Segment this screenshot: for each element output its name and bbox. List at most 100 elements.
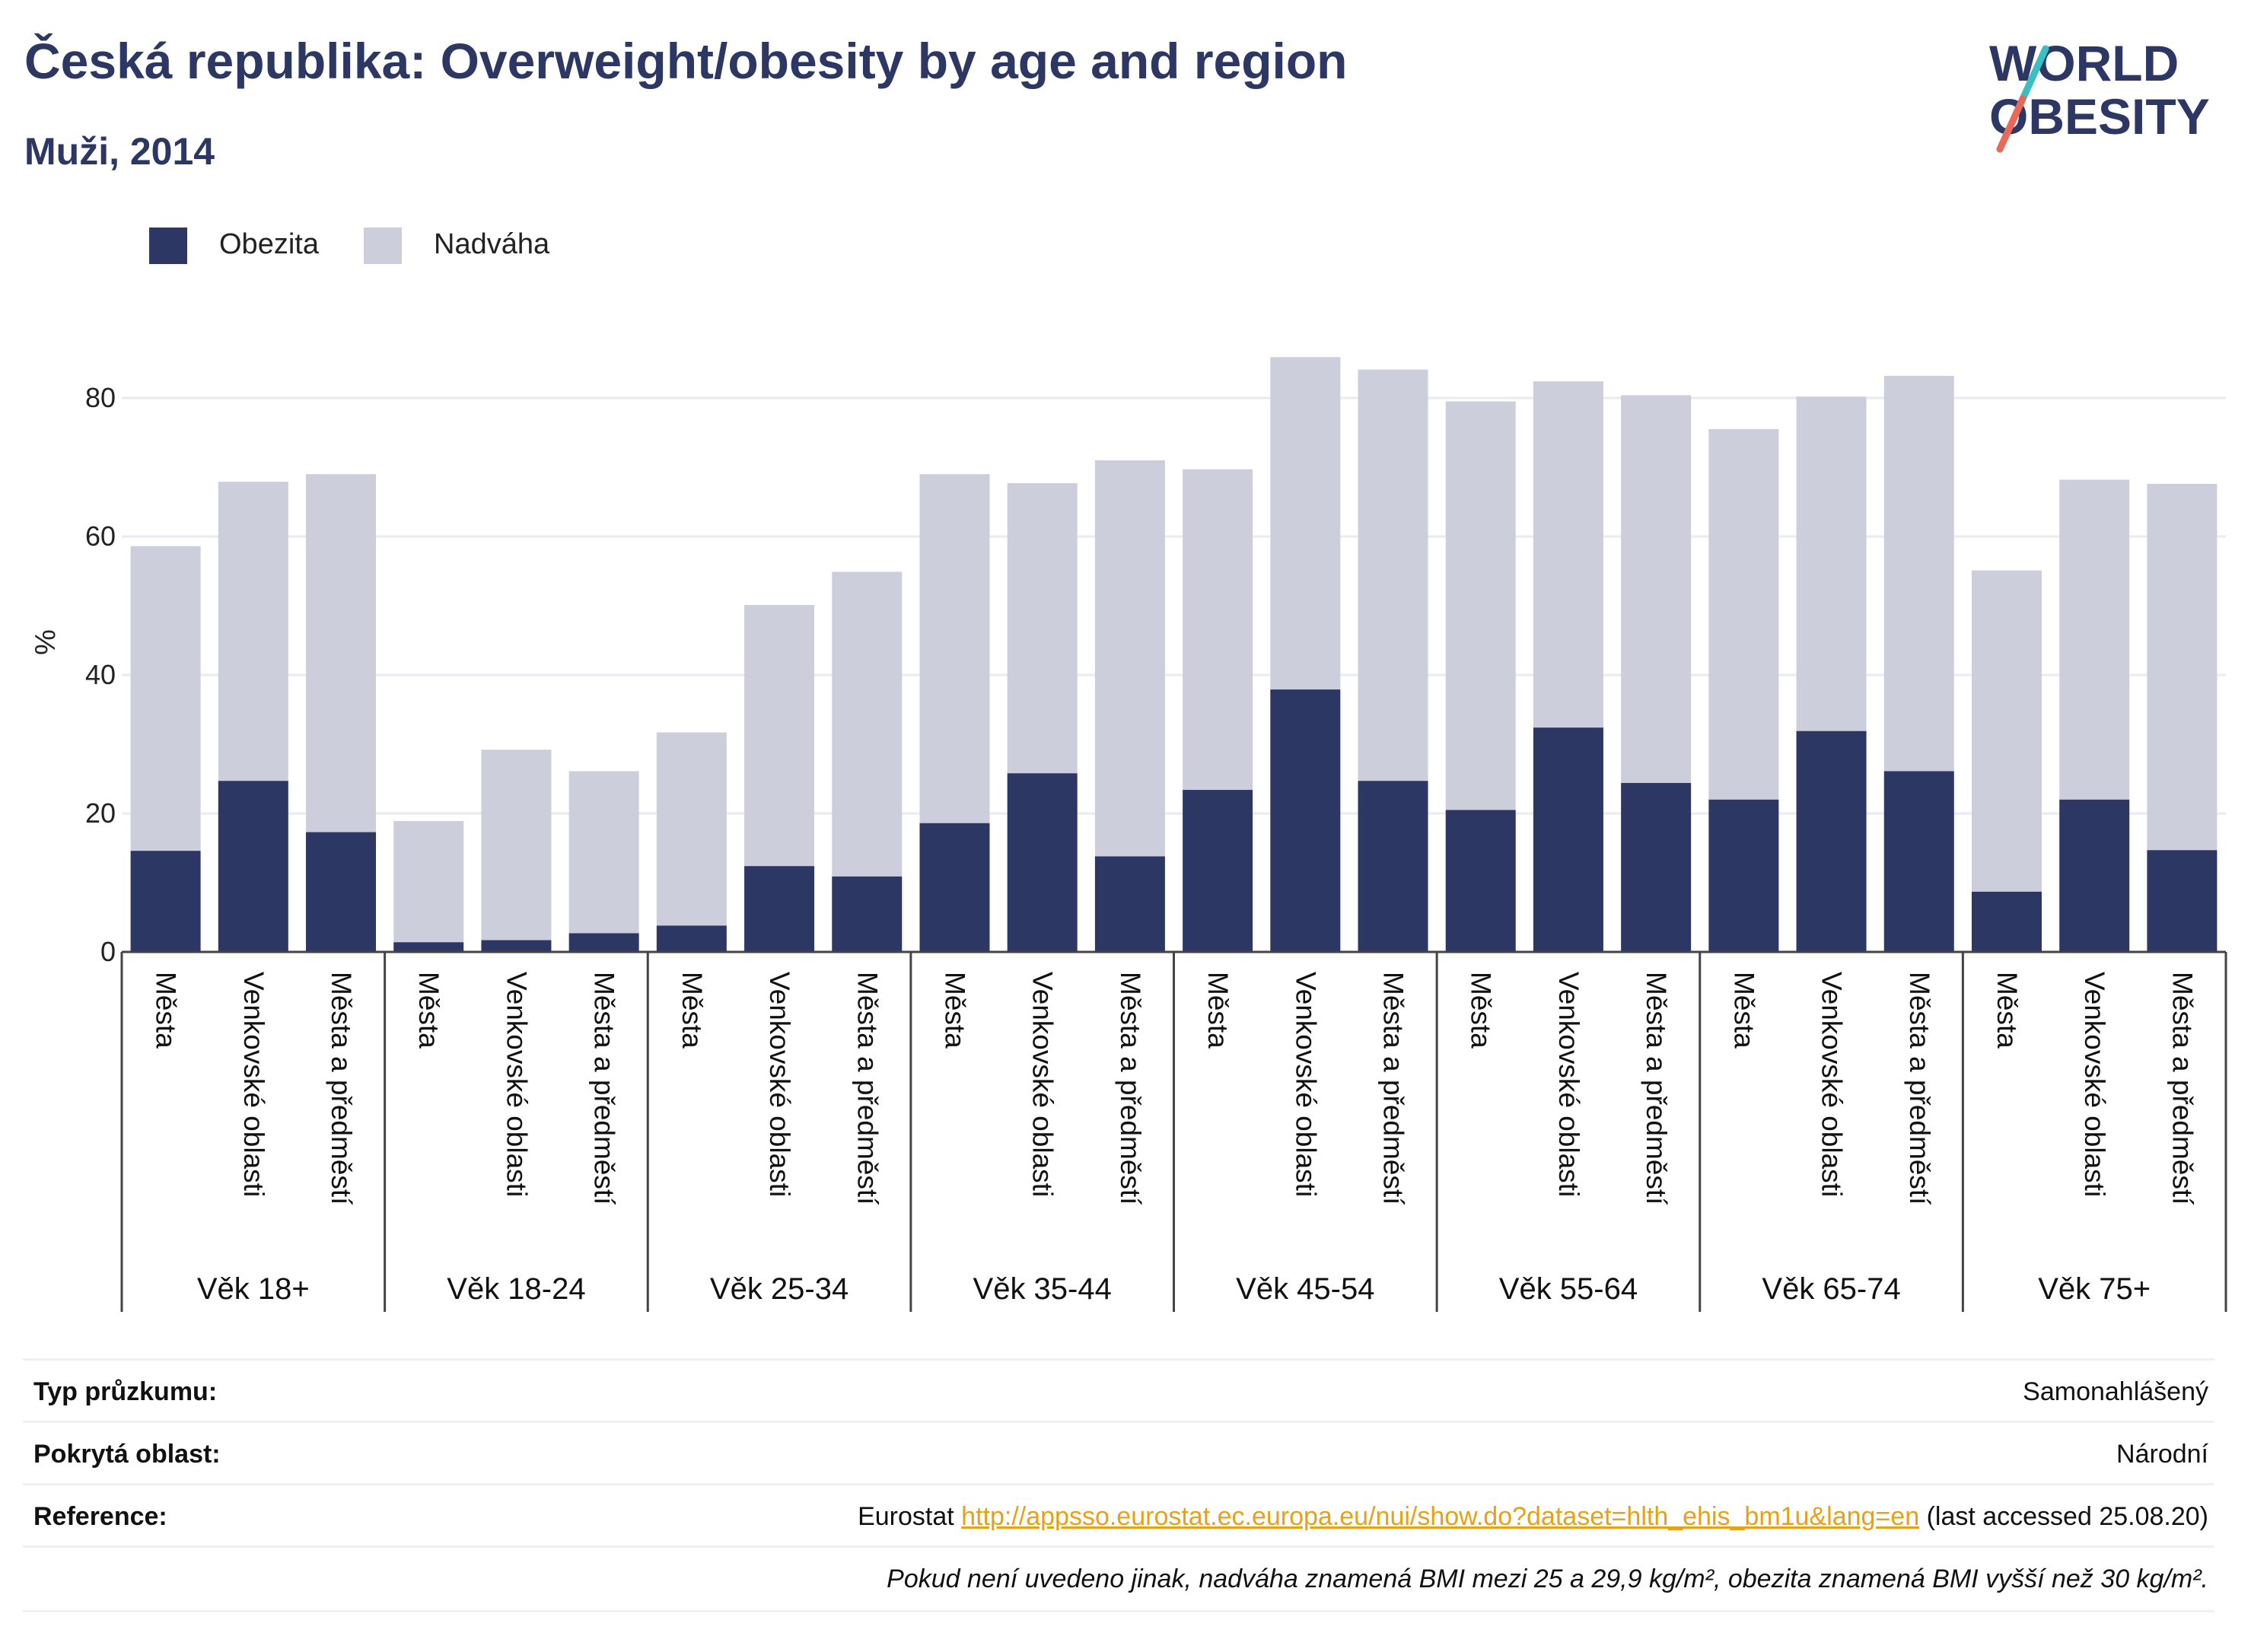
x-subcategory-label: Města — [413, 972, 444, 1049]
bar-obezita — [744, 866, 815, 952]
bar-obezita — [1094, 856, 1165, 952]
bar-nadvaha — [1883, 375, 1954, 772]
bar-obezita — [130, 851, 201, 952]
coverage-label: Pokrytá oblast: — [33, 1440, 221, 1469]
y-tick-label: 40 — [85, 659, 116, 690]
reference-link[interactable]: http://appsso.eurostat.ec.europa.eu/nui/… — [961, 1502, 1920, 1531]
bar-nadvaha — [568, 771, 639, 934]
bar-obezita — [1621, 782, 1692, 952]
bar-obezita — [393, 942, 464, 952]
x-subcategory-label: Venkovské oblasti — [2079, 972, 2110, 1197]
bar-obezita — [656, 925, 727, 952]
bar-obezita — [218, 781, 288, 952]
bar-obezita — [1445, 810, 1516, 952]
bar-nadvaha — [1445, 401, 1516, 810]
x-subcategory-label: Města a předměstí — [2167, 972, 2198, 1205]
bar-nadvaha — [2059, 479, 2130, 800]
bar-obezita — [1533, 727, 1603, 952]
bar-obezita — [1708, 799, 1779, 952]
bar-nadvaha — [919, 474, 990, 823]
bar-nadvaha — [1270, 357, 1341, 690]
info-row-survey: Typ průzkumu: Samonahlášený — [23, 1358, 2214, 1423]
x-subcategory-label: Města — [151, 972, 182, 1049]
x-subcategory-label: Města — [1728, 972, 1759, 1049]
x-subcategory-label: Města — [1202, 972, 1234, 1049]
x-subcategory-label: Města — [1992, 972, 2023, 1049]
bar-obezita — [919, 823, 990, 952]
bar-nadvaha — [1007, 482, 1078, 774]
reference-prefix: Eurostat — [858, 1502, 954, 1531]
bar-nadvaha — [1358, 369, 1428, 781]
bar-nadvaha — [218, 482, 288, 781]
legend-label-nadvaha: Nadváha — [434, 228, 550, 260]
bar-nadvaha — [744, 605, 815, 867]
reference-value: Eurostat http://appsso.eurostat.ec.europ… — [858, 1502, 2208, 1532]
bar-nadvaha — [1094, 460, 1165, 857]
x-subcategory-label: Venkovské oblasti — [238, 972, 269, 1197]
legend-swatch-obezita — [149, 228, 187, 264]
x-subcategory-label: Města — [677, 972, 708, 1049]
x-subcategory-label: Města a předměstí — [1378, 972, 1409, 1205]
x-group-label: Věk 45-54 — [1236, 1272, 1374, 1306]
bar-obezita — [1358, 781, 1428, 952]
survey-type-label: Typ průzkumu: — [33, 1377, 218, 1406]
x-subcategory-label: Města a předměstí — [589, 972, 620, 1205]
survey-type-value: Samonahlášený — [2023, 1377, 2208, 1406]
bar-obezita — [481, 940, 552, 952]
svg-text:WORLD: WORLD — [1989, 35, 2179, 91]
info-row-coverage: Pokrytá oblast: Národní — [23, 1421, 2214, 1485]
bar-obezita — [1883, 771, 1954, 952]
bar-obezita — [568, 933, 639, 952]
reference-suffix: (last accessed 25.08.20) — [1926, 1502, 2208, 1531]
bar-obezita — [1183, 790, 1253, 952]
bar-obezita — [306, 832, 377, 952]
x-subcategory-label: Venkovské oblasti — [764, 972, 795, 1197]
page-subtitle: Muži, 2014 — [24, 130, 215, 173]
page-title: Česká republika: Overweight/obesity by a… — [24, 33, 1348, 89]
x-group-label: Věk 25-34 — [710, 1272, 849, 1306]
x-subcategory-label: Města a předměstí — [852, 972, 883, 1205]
info-row-note: Pokud není uvedeno jinak, nadváha znamen… — [23, 1545, 2214, 1612]
y-tick-label: 0 — [100, 936, 116, 967]
x-group-label: Věk 35-44 — [973, 1272, 1112, 1306]
x-group-label: Věk 18-24 — [447, 1272, 585, 1306]
bar-nadvaha — [130, 546, 201, 851]
x-subcategory-label: Města — [939, 972, 970, 1049]
bar-nadvaha — [2147, 483, 2218, 851]
definition-note: Pokud není uvedeno jinak, nadváha znamen… — [887, 1564, 2208, 1593]
x-subcategory-label: Venkovské oblasti — [1027, 972, 1059, 1197]
y-tick-label: 20 — [85, 797, 116, 829]
y-tick-label: 80 — [85, 382, 116, 413]
info-row-reference: Reference: Eurostat http://appsso.eurost… — [23, 1483, 2214, 1548]
x-subcategory-label: Města a předměstí — [326, 972, 357, 1205]
bar-nadvaha — [656, 732, 727, 926]
x-group-label: Věk 65-74 — [1762, 1272, 1900, 1306]
bar-obezita — [832, 876, 903, 952]
world-obesity-logo: WORLD OBESITY — [1989, 35, 2210, 153]
x-subcategory-label: Města a předměstí — [1641, 972, 1672, 1205]
y-tick-label: 60 — [85, 520, 116, 552]
bar-obezita — [1007, 773, 1078, 952]
x-subcategory-label: Venkovské oblasti — [1816, 972, 1848, 1197]
legend-label-obezita: Obezita — [219, 228, 319, 260]
x-group-label: Věk 55-64 — [1499, 1272, 1638, 1306]
bar-obezita — [2147, 850, 2218, 952]
x-subcategory-label: Venkovské oblasti — [1553, 972, 1584, 1197]
bar-nadvaha — [1708, 428, 1779, 800]
bar-nadvaha — [393, 821, 464, 943]
bar-obezita — [1270, 689, 1341, 952]
bar-obezita — [1796, 731, 1867, 952]
x-group-label: Věk 75+ — [2038, 1272, 2151, 1306]
reference-label: Reference: — [33, 1502, 167, 1531]
bar-obezita — [2059, 799, 2130, 952]
bar-nadvaha — [1183, 469, 1253, 791]
coverage-value: Národní — [2116, 1440, 2208, 1469]
bar-nadvaha — [1796, 396, 1867, 731]
legend-swatch-nadvaha — [364, 228, 402, 264]
bar-nadvaha — [481, 750, 552, 941]
x-subcategory-label: Venkovské oblasti — [1290, 972, 1321, 1197]
x-subcategory-label: Města a předměstí — [1904, 972, 1935, 1205]
x-group-label: Věk 18+ — [197, 1272, 310, 1306]
x-subcategory-label: Venkovské oblasti — [501, 972, 532, 1197]
x-subcategory-label: Města — [1466, 972, 1497, 1049]
